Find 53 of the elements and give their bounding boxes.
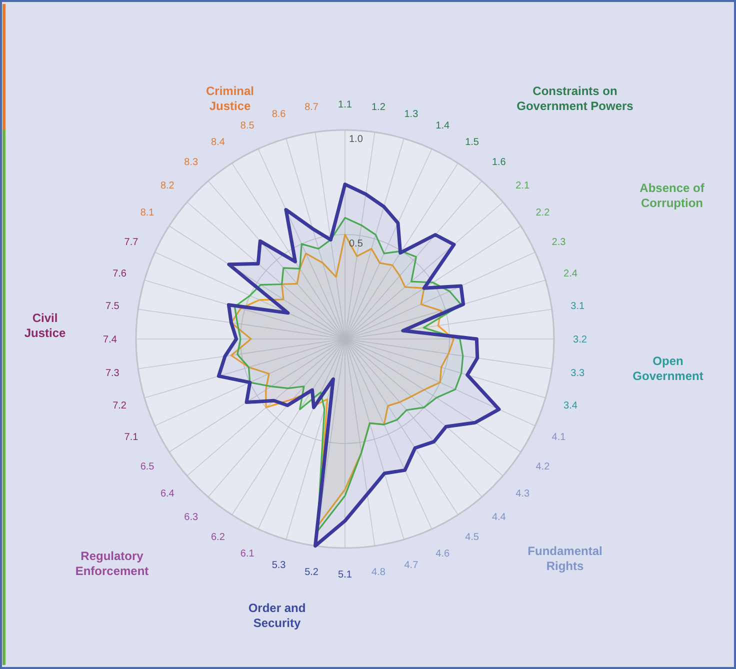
spoke-label: 5.2: [304, 567, 319, 578]
spoke-label: 2.2: [536, 207, 550, 218]
text: Constraints on Government Powers: [516, 84, 634, 113]
spoke-label: 7.5: [105, 301, 120, 312]
spoke-label: 4.4: [492, 512, 506, 524]
spoke-label: 6.5: [140, 462, 155, 473]
spoke-label: 1.4: [436, 120, 450, 132]
spoke-label: 7.2: [112, 400, 127, 412]
spoke-label: 7.7: [124, 236, 139, 248]
spoke-label: 8.7: [304, 102, 319, 113]
spoke-label: 7.4: [103, 334, 118, 346]
spoke-label: 4.3: [516, 488, 530, 500]
spoke-label: 4.2: [536, 462, 550, 473]
spoke-label: 3.3: [570, 368, 585, 379]
text: Regulatory Enforcement: [75, 549, 149, 578]
spoke-label: 2.3: [552, 236, 566, 248]
spoke-label: 3.1: [570, 301, 585, 312]
spoke-label: 4.8: [371, 567, 386, 578]
spoke-label: 4.6: [436, 548, 450, 560]
spoke-label: 1.6: [492, 156, 506, 168]
spoke-label: 4.5: [465, 532, 480, 544]
spoke-label: 8.3: [184, 156, 198, 168]
spoke-label: 1.1: [338, 100, 352, 110]
text: Absence of Corruption: [640, 181, 706, 210]
spoke-label: 3.2: [573, 334, 588, 346]
spoke-label: 7.1: [124, 432, 139, 444]
spoke-label: 8.6: [272, 109, 286, 120]
spoke-label: 5.1: [338, 570, 352, 580]
spoke-label: 2.1: [516, 180, 530, 192]
spoke-label: 1.2: [371, 102, 386, 113]
spoke-label: 8.4: [210, 136, 226, 148]
spoke-label: 3.4: [564, 400, 578, 412]
spoke-label: 4.1: [552, 432, 566, 444]
text: Open Government: [632, 354, 704, 383]
text: Criminal Justice: [206, 84, 254, 113]
spoke-label: 6.4: [160, 488, 175, 500]
text: Civil Justice: [24, 311, 66, 340]
spoke-label: 8.2: [160, 180, 175, 192]
text: Order and Security: [248, 601, 306, 630]
spoke-label: 6.3: [184, 512, 198, 524]
spoke-label: 1.3: [404, 109, 419, 120]
spoke-label: 4.7: [404, 560, 419, 571]
spoke-label: 5.3: [272, 560, 286, 571]
spoke-label: 7.3: [105, 368, 120, 379]
spoke-label: 2.4: [564, 268, 578, 280]
spoke-label: 8.5: [240, 120, 255, 132]
spoke-label: 1.5: [465, 136, 480, 148]
text: Fundamental Rights: [528, 544, 602, 573]
spoke-label: 8.1: [140, 207, 155, 218]
y-tick-label: 1.0: [349, 134, 364, 145]
spoke-label: 6.2: [210, 532, 226, 544]
spoke-label: 6.1: [240, 548, 255, 560]
spoke-label: 7.6: [112, 268, 127, 280]
